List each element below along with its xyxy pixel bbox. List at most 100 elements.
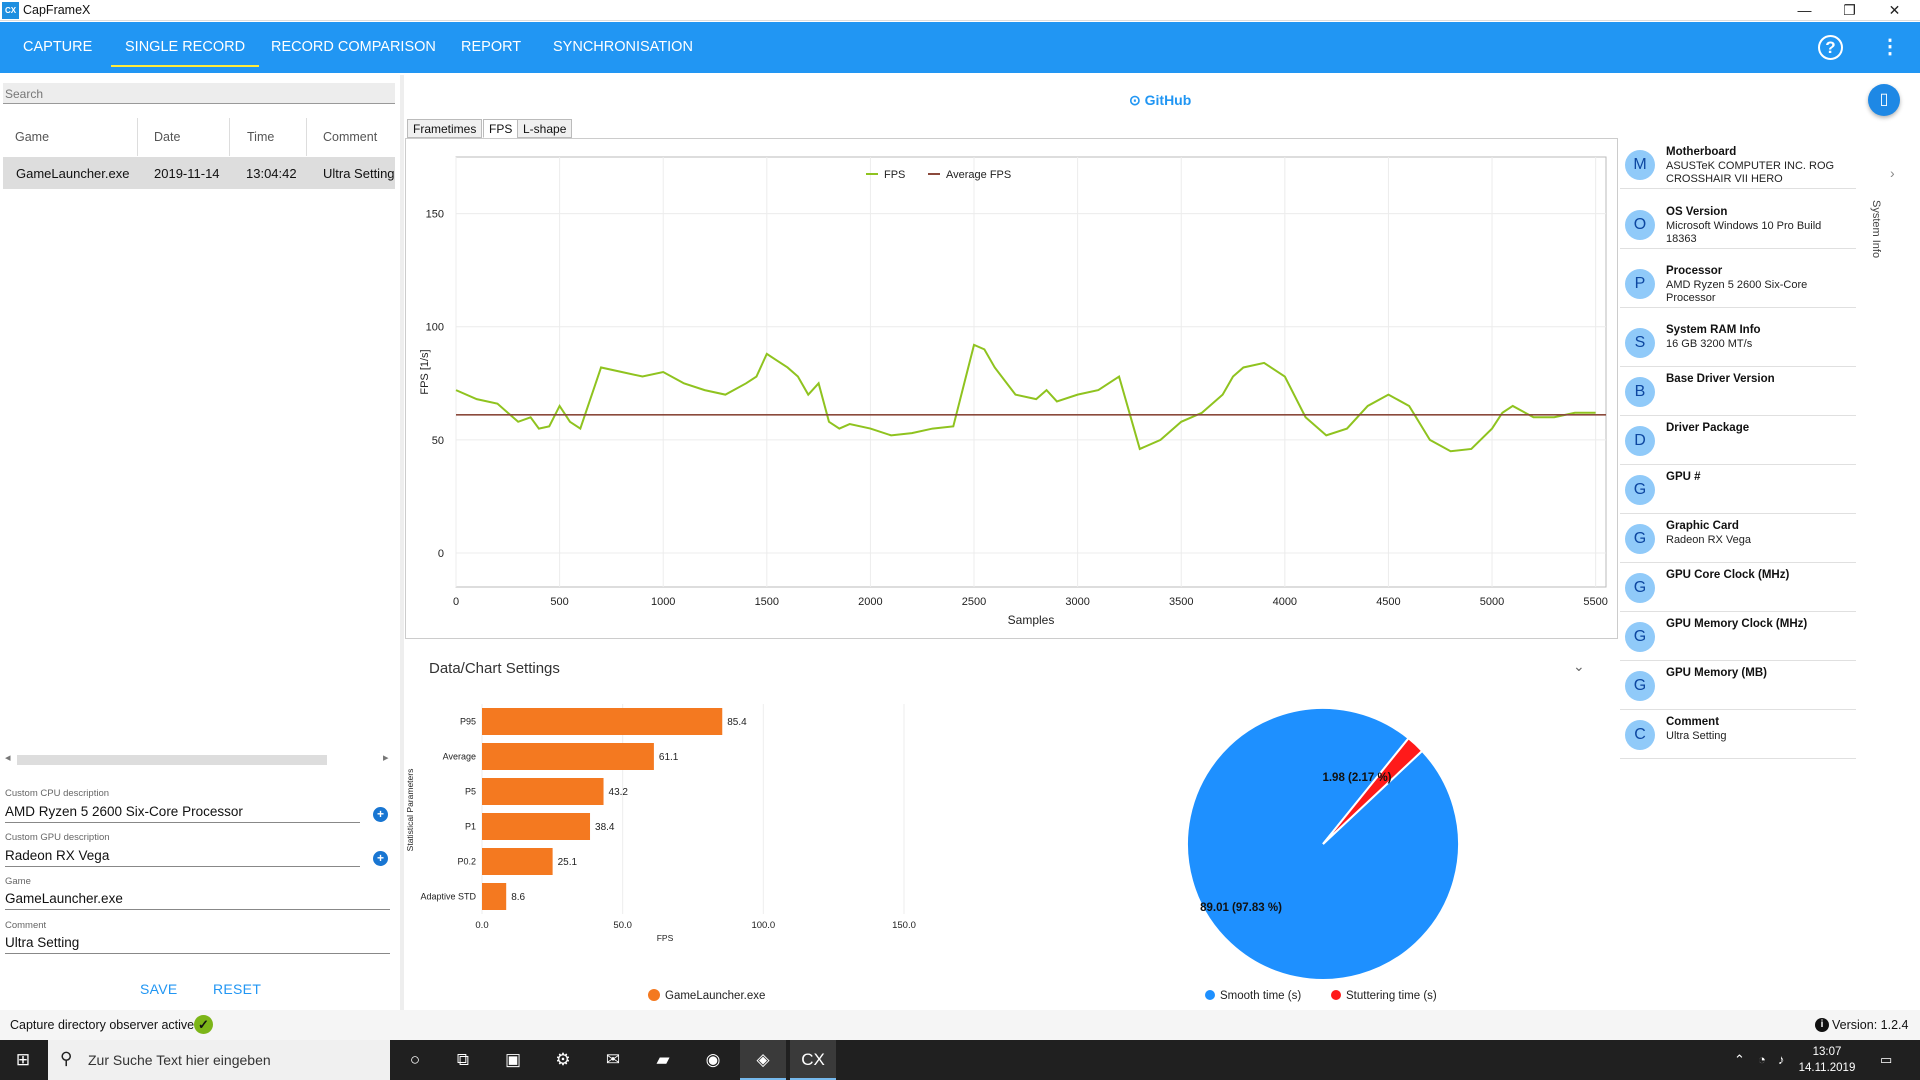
- horizontal-scrollbar[interactable]: ◂ ▸: [3, 751, 395, 768]
- cortana-icon[interactable]: ○: [409, 1050, 421, 1069]
- x-axis-label: Samples: [1008, 613, 1055, 627]
- sysinfo-value: Ultra Setting: [1666, 730, 1727, 742]
- comment-field[interactable]: Ultra Setting: [5, 935, 390, 954]
- gpu-description-field[interactable]: Radeon RX Vega: [5, 848, 360, 867]
- sysinfo-item-graphic-card: G Graphic Card Radeon RX Vega: [1620, 514, 1856, 563]
- outlook-icon[interactable]: ✉: [605, 1050, 621, 1069]
- scroll-left-icon[interactable]: ◂: [5, 752, 11, 764]
- stutter-pie-chart: 89.01 (97.83 %) 1.98 (2.17 %) Smooth time …: [1186, 707, 1460, 1002]
- x-tick-label: 4000: [1273, 596, 1297, 608]
- x-tick-label: 5500: [1583, 596, 1607, 608]
- tab-frametimes[interactable]: Frametimes: [407, 119, 483, 138]
- sysinfo-title: System RAM Info: [1666, 324, 1761, 336]
- search-input[interactable]: Search: [3, 83, 395, 104]
- scrollbar-thumb[interactable]: [17, 755, 327, 765]
- volume-icon[interactable]: ♪: [1778, 1052, 1785, 1067]
- column-header-date[interactable]: Date: [154, 130, 181, 144]
- cell-game[interactable]: GameLauncher.exe: [16, 166, 130, 181]
- tab-l-shape[interactable]: L-shape: [517, 119, 573, 138]
- legend-swatch: [648, 989, 660, 1001]
- task-view-icon[interactable]: ⧉: [456, 1050, 470, 1069]
- tab-report[interactable]: REPORT: [461, 39, 522, 55]
- x-tick-label: 5000: [1480, 596, 1504, 608]
- column-header-comment[interactable]: Comment: [323, 130, 378, 144]
- add-gpu-icon[interactable]: +: [373, 851, 388, 866]
- clock-date: 14.11.2019: [1798, 1062, 1856, 1074]
- panel-divider[interactable]: [400, 75, 404, 1010]
- add-cpu-icon[interactable]: +: [373, 807, 388, 822]
- comment-label: Comment: [5, 920, 47, 931]
- avatar: G: [1625, 573, 1655, 603]
- x-tick-label: 0.0: [475, 920, 488, 931]
- observer-status-text: Capture directory observer active:: [10, 1018, 198, 1032]
- tray-chevron-icon[interactable]: ⌃: [1734, 1052, 1745, 1067]
- column-header-time[interactable]: Time: [247, 130, 275, 144]
- checkmark-icon: ✓: [194, 1015, 213, 1034]
- system-info-panel: M Motherboard ASUSTeK COMPUTER INC. ROG CR…: [1620, 140, 1856, 760]
- capframex-taskbar-icon[interactable]: CX: [790, 1040, 836, 1080]
- maximize-button[interactable]: ❐: [1843, 2, 1856, 18]
- legend-label: Smooth time (s): [1220, 990, 1301, 1002]
- sysinfo-item-gpu-memory: G GPU Memory (MB): [1620, 661, 1856, 710]
- chevron-down-icon[interactable]: ⌄: [1573, 658, 1585, 674]
- system-info-tab-label[interactable]: System Info: [1870, 200, 1882, 259]
- tab-record-comparison[interactable]: RECORD COMPARISON: [271, 39, 436, 55]
- x-tick-label: 3500: [1169, 596, 1193, 608]
- bar: [482, 743, 654, 770]
- column-divider: [137, 118, 138, 156]
- sysinfo-item-processor: P Processor AMD Ryzen 5 2600 Six-Core Proc…: [1620, 259, 1856, 308]
- tab-fps[interactable]: FPS: [483, 119, 519, 138]
- y-axis-label: FPS [1/s]: [419, 349, 431, 394]
- avatar: O: [1625, 210, 1655, 240]
- game-label: Game: [5, 876, 31, 887]
- x-tick-label: 50.0: [613, 920, 632, 931]
- bar: [482, 813, 591, 840]
- help-icon[interactable]: ?: [1818, 35, 1843, 60]
- close-button[interactable]: ✕: [1888, 2, 1901, 18]
- cpu-description-label: Custom CPU description: [5, 788, 110, 799]
- column-header-game[interactable]: Game: [15, 130, 50, 144]
- minimize-button[interactable]: —: [1797, 2, 1812, 18]
- taskbar-search[interactable]: ⚲ Zur Suche Text hier eingeben: [48, 1040, 390, 1080]
- reset-button[interactable]: RESET: [213, 981, 262, 997]
- game-field[interactable]: GameLauncher.exe: [5, 891, 390, 910]
- scroll-right-icon[interactable]: ▸: [383, 752, 389, 764]
- chevron-right-icon[interactable]: ›: [1890, 165, 1895, 181]
- save-button[interactable]: SAVE: [140, 981, 178, 997]
- file-explorer-icon[interactable]: ▰: [656, 1050, 670, 1069]
- tab-single-record[interactable]: SINGLE RECORD: [110, 22, 260, 73]
- category-label: P5: [465, 787, 476, 797]
- table-row[interactable]: [3, 157, 395, 189]
- sysinfo-title: Base Driver Version: [1666, 373, 1775, 385]
- windows-start-icon[interactable]: ⊞: [15, 1050, 31, 1069]
- cell-comment[interactable]: Ultra Setting: [323, 166, 395, 181]
- column-divider: [229, 118, 230, 156]
- github-link[interactable]: ⊙ GitHub: [1129, 92, 1191, 109]
- settings-expander[interactable]: Data/Chart Settings ⌄: [405, 648, 1618, 688]
- settings-gear-icon[interactable]: ⚙: [555, 1050, 571, 1069]
- x-tick-label: 1500: [755, 596, 779, 608]
- legend-label: Stuttering time (s): [1346, 990, 1437, 1002]
- cpu-description-field[interactable]: AMD Ryzen 5 2600 Six-Core Processor: [5, 804, 360, 823]
- sysinfo-title: GPU Core Clock (MHz): [1666, 569, 1790, 581]
- network-icon[interactable]: ◔: [1758, 1052, 1766, 1067]
- tab-synchronisation[interactable]: SYNCHRONISATION: [553, 39, 693, 55]
- sysinfo-value: AMD Ryzen 5 2600 Six-Core Processor: [1666, 279, 1808, 304]
- store-icon[interactable]: ▣: [504, 1050, 522, 1069]
- sysinfo-title: OS Version: [1666, 206, 1728, 218]
- avatar: M: [1625, 150, 1655, 180]
- sysinfo-item-gpu-core-clock: G GPU Core Clock (MHz): [1620, 563, 1856, 612]
- version-text: Version: 1.2.4: [1832, 1018, 1909, 1032]
- tab-capture[interactable]: CAPTURE: [23, 39, 93, 55]
- taskbar-clock[interactable]: 13:07 14.11.2019: [1782, 1044, 1872, 1076]
- report-fab-button[interactable]: ▯: [1868, 84, 1900, 116]
- firefox-icon[interactable]: ◉: [705, 1050, 721, 1069]
- cell-time[interactable]: 13:04:42: [246, 166, 297, 181]
- notifications-icon[interactable]: ▭: [1880, 1052, 1893, 1067]
- more-options-icon[interactable]: ⋮: [1880, 36, 1900, 58]
- app-icon[interactable]: ◈: [740, 1040, 786, 1080]
- cell-date[interactable]: 2019-11-14: [154, 166, 220, 181]
- sysinfo-value: Radeon RX Vega: [1666, 534, 1752, 546]
- window-title: CapFrameX: [23, 3, 91, 17]
- plot-area: [455, 156, 1607, 588]
